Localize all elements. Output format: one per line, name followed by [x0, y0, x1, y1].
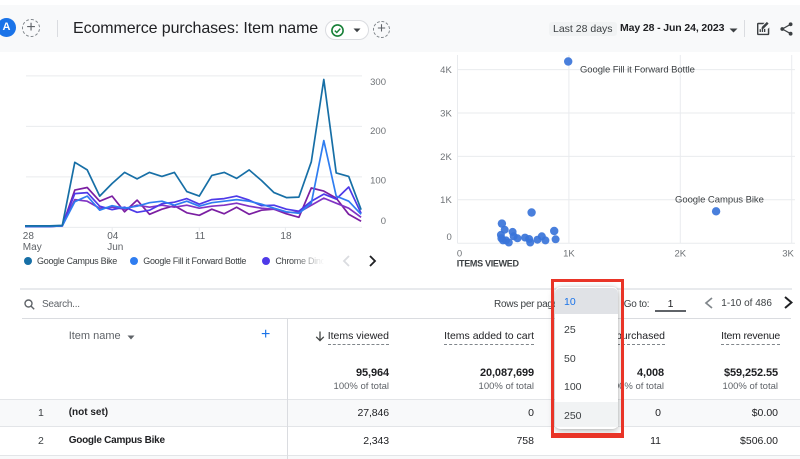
- svg-text:3K: 3K: [440, 108, 452, 119]
- svg-text:100: 100: [370, 176, 386, 187]
- svg-text:11: 11: [195, 231, 206, 242]
- svg-text:Jun: Jun: [107, 242, 123, 253]
- svg-text:4K: 4K: [440, 65, 452, 76]
- svg-text:0: 0: [381, 216, 386, 227]
- svg-text:04: 04: [107, 231, 119, 242]
- svg-text:0: 0: [457, 249, 462, 260]
- svg-text:1K: 1K: [440, 195, 452, 206]
- svg-text:1K: 1K: [563, 249, 575, 260]
- svg-text:Google Fill it Forward Bottle: Google Fill it Forward Bottle: [580, 65, 695, 76]
- svg-text:18: 18: [280, 231, 292, 242]
- svg-text:3K: 3K: [782, 249, 794, 260]
- svg-text:May: May: [23, 242, 42, 253]
- svg-text:0: 0: [447, 232, 452, 243]
- svg-text:2K: 2K: [440, 152, 452, 163]
- svg-text:Google Campus Bike: Google Campus Bike: [675, 195, 764, 206]
- svg-text:ITEMS VIEWED: ITEMS VIEWED: [457, 259, 520, 269]
- svg-text:2K: 2K: [674, 249, 686, 260]
- svg-text:200: 200: [370, 126, 386, 137]
- svg-text:28: 28: [23, 231, 35, 242]
- svg-text:300: 300: [370, 77, 386, 88]
